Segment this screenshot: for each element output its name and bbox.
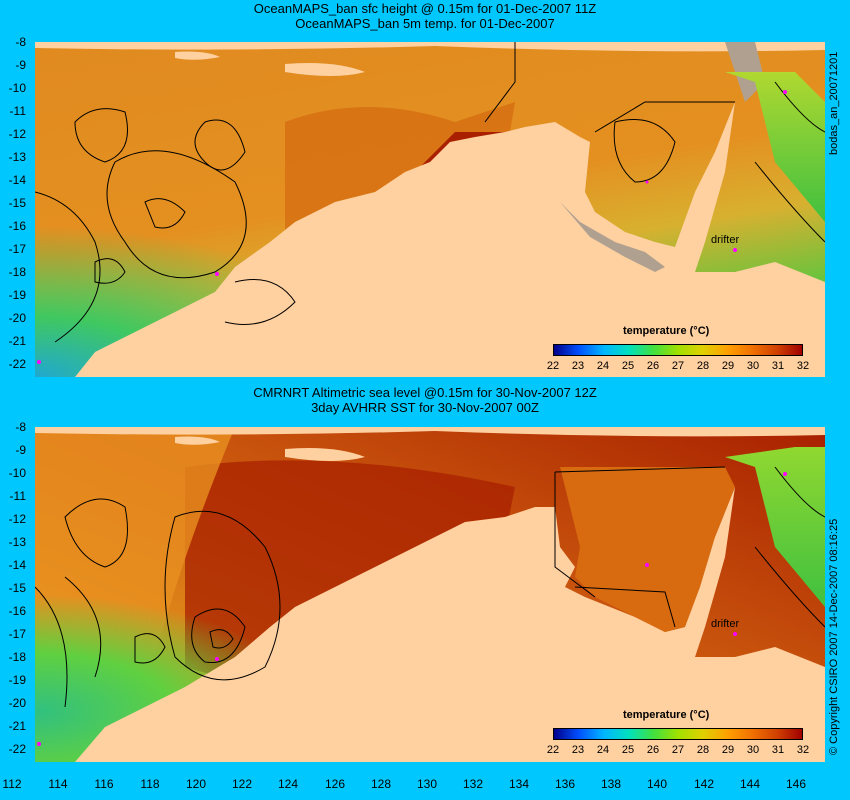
lon-tick: 126	[324, 777, 346, 791]
lat-tick: -20	[8, 696, 26, 710]
colorbar-tick: 26	[646, 360, 660, 372]
lon-tick: 134	[508, 777, 530, 791]
lat-tick: -17	[8, 242, 26, 256]
lon-tick: 120	[185, 777, 207, 791]
bottom-map: drifter temperature (°C) 22 23 24 25 26 …	[35, 427, 825, 762]
lon-tick: 132	[462, 777, 484, 791]
lat-tick: -14	[8, 173, 26, 187]
colorbar-tick: 23	[571, 744, 585, 756]
colorbar-tick: 28	[696, 360, 710, 372]
lat-tick: -19	[8, 288, 26, 302]
lat-tick: -14	[8, 558, 26, 572]
lat-tick: -18	[8, 265, 26, 279]
lat-tick: -10	[8, 81, 26, 95]
colorbar-tick: 30	[746, 360, 760, 372]
lon-tick: 144	[739, 777, 761, 791]
colorbar-tick: 31	[771, 744, 785, 756]
colorbar-tick: 27	[671, 744, 685, 756]
lat-tick: -8	[15, 420, 26, 434]
lat-tick: -9	[15, 443, 26, 457]
lat-tick: -22	[8, 357, 26, 371]
colorbar-tick: 26	[646, 744, 660, 756]
drifter-label-top: drifter	[711, 234, 740, 246]
lon-tick: 140	[646, 777, 668, 791]
lat-tick: -22	[8, 742, 26, 756]
lon-tick: 114	[48, 777, 68, 791]
lat-tick: -13	[8, 150, 26, 164]
lat-tick: -11	[9, 489, 26, 503]
lat-tick: -15	[8, 196, 26, 210]
colorbar-tick: 27	[671, 360, 685, 372]
colorbar-tick: 22	[546, 744, 560, 756]
colorbar-tick: 22	[546, 360, 560, 372]
lat-tick: -13	[8, 535, 26, 549]
colorbar-tick: 29	[721, 360, 735, 372]
colorbar-top	[553, 344, 803, 356]
lon-tick: 118	[140, 777, 160, 791]
lon-tick: 136	[554, 777, 576, 791]
lon-tick: 124	[277, 777, 299, 791]
drifter-markers-bottom	[37, 472, 787, 746]
run-id-text: bodas_an_20071201	[828, 51, 840, 155]
lat-tick: -15	[8, 581, 26, 595]
copyright-text: © Copyright CSIRO 2007 14-Dec-2007 08:16…	[828, 518, 840, 755]
drifter-markers	[37, 90, 787, 364]
lon-tick: 146	[785, 777, 807, 791]
colorbar-tick: 23	[571, 360, 585, 372]
drifter-label-bottom: drifter	[711, 618, 740, 630]
lon-tick: 112	[2, 777, 22, 791]
colorbar-tick: 32	[796, 360, 810, 372]
bottom-panel-title-2: 3day AVHRR SST for 30-Nov-2007 00Z	[311, 400, 539, 415]
colorbar-tick: 28	[696, 744, 710, 756]
colorbar-label-bottom: temperature (°C)	[623, 709, 710, 721]
top-map: drifter temperature (°C) 22 23 24 25 26 …	[35, 42, 825, 377]
lat-tick: -18	[8, 650, 26, 664]
colorbar-bottom	[553, 728, 803, 740]
lon-tick: 116	[94, 777, 114, 791]
lat-tick: -21	[8, 719, 26, 733]
lat-tick: -10	[8, 466, 26, 480]
lon-tick: 122	[231, 777, 253, 791]
lat-tick: -21	[8, 334, 26, 348]
colorbar-tick: 31	[771, 360, 785, 372]
lat-tick: -16	[8, 604, 26, 618]
lat-tick: -17	[8, 627, 26, 641]
top-panel-title-1: OceanMAPS_ban sfc height @ 0.15m for 01-…	[253, 1, 597, 16]
lon-tick: 130	[416, 777, 438, 791]
lon-tick: 142	[693, 777, 715, 791]
lat-tick: -16	[8, 219, 26, 233]
lat-tick: -8	[15, 35, 26, 49]
lat-tick: -11	[9, 104, 26, 118]
colorbar-tick: 32	[796, 744, 810, 756]
bottom-panel-title-1: CMRNRT Altimetric sea level @0.15m for 3…	[253, 385, 597, 400]
lat-tick: -12	[8, 512, 26, 526]
colorbar-label-top: temperature (°C)	[623, 325, 710, 337]
colorbar-tick: 30	[746, 744, 760, 756]
lat-tick: -20	[8, 311, 26, 325]
lat-tick: -9	[15, 58, 26, 72]
colorbar-tick: 29	[721, 744, 735, 756]
lat-tick: -19	[8, 673, 26, 687]
colorbar-tick: 25	[621, 360, 635, 372]
lon-tick: 128	[370, 777, 392, 791]
lon-tick: 138	[600, 777, 622, 791]
bottom-map-graphic	[35, 427, 825, 762]
lat-tick: -12	[8, 127, 26, 141]
colorbar-tick: 25	[621, 744, 635, 756]
top-map-graphic	[35, 42, 825, 377]
top-panel-title-2: OceanMAPS_ban 5m temp. for 01-Dec-2007	[295, 16, 555, 31]
colorbar-tick: 24	[596, 360, 610, 372]
colorbar-tick: 24	[596, 744, 610, 756]
